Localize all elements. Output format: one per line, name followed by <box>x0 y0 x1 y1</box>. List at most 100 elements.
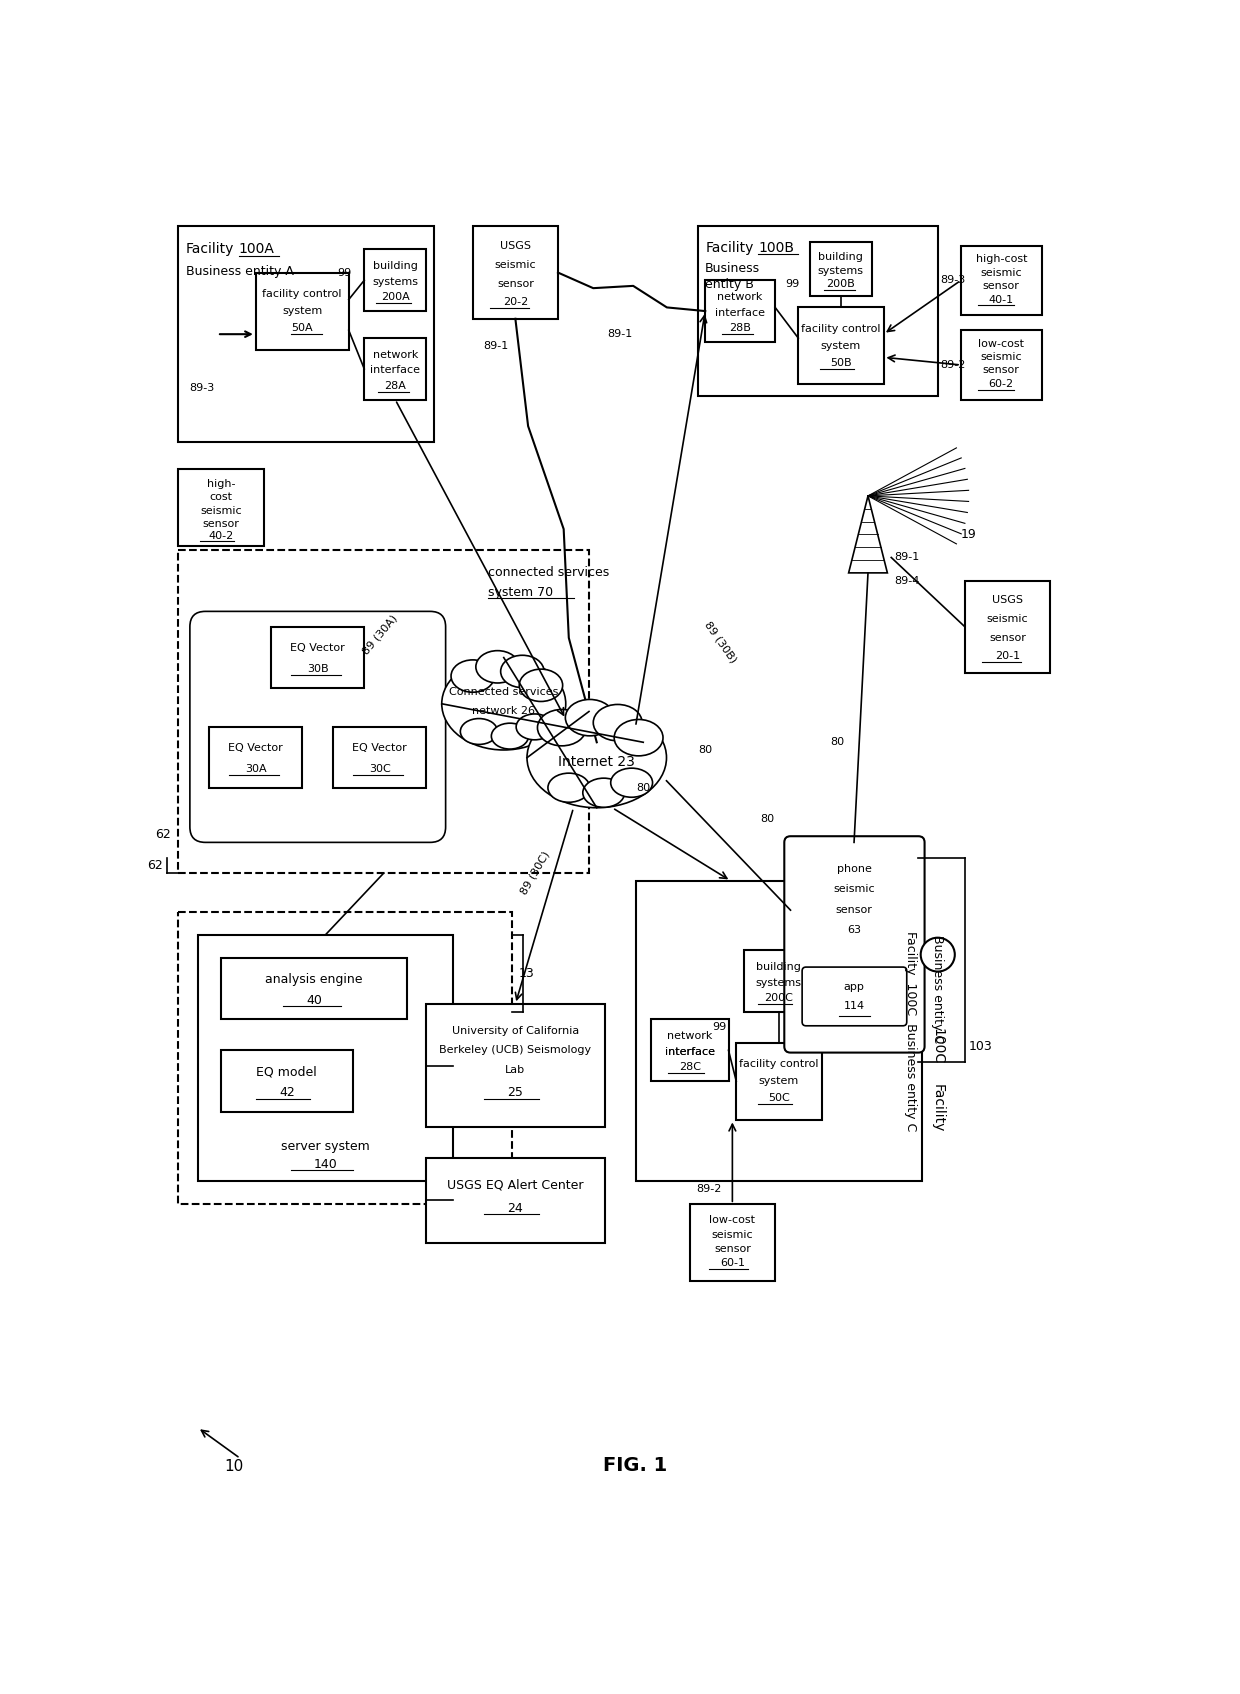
FancyBboxPatch shape <box>802 967 906 1027</box>
Text: sensor: sensor <box>714 1243 750 1254</box>
Bar <box>744 950 813 1011</box>
Bar <box>197 935 454 1181</box>
Text: 28A: 28A <box>384 381 407 391</box>
Text: 62: 62 <box>148 859 162 872</box>
Text: app: app <box>843 983 864 993</box>
Text: facility control: facility control <box>263 290 342 300</box>
Text: 40-1: 40-1 <box>988 295 1014 305</box>
Text: sensor: sensor <box>202 518 239 529</box>
Text: 200A: 200A <box>381 293 409 302</box>
Text: building: building <box>818 252 863 263</box>
Text: 50A: 50A <box>291 324 312 334</box>
Text: 50C: 50C <box>768 1093 790 1103</box>
Text: 19: 19 <box>961 529 977 540</box>
Text: system: system <box>283 307 322 317</box>
Text: 60-2: 60-2 <box>988 379 1014 390</box>
Text: 89-3: 89-3 <box>941 276 966 285</box>
Text: seismic: seismic <box>987 615 1028 623</box>
Text: 89-4: 89-4 <box>894 576 919 586</box>
Text: EQ model: EQ model <box>257 1066 317 1079</box>
Text: EQ Vector: EQ Vector <box>352 744 407 754</box>
Text: 89-1: 89-1 <box>484 340 508 351</box>
Text: Facility  100C  Business entity C: Facility 100C Business entity C <box>904 932 918 1132</box>
Text: interface: interface <box>371 366 420 376</box>
Text: system: system <box>759 1076 799 1086</box>
Text: sensor: sensor <box>497 280 533 290</box>
Text: seismic: seismic <box>200 505 242 515</box>
Text: 114: 114 <box>843 1001 864 1011</box>
Text: seismic: seismic <box>981 268 1022 278</box>
Text: seismic: seismic <box>833 884 875 894</box>
Ellipse shape <box>583 778 625 808</box>
Text: 89-1: 89-1 <box>608 329 632 339</box>
Text: 99: 99 <box>786 280 800 290</box>
Polygon shape <box>848 496 888 573</box>
Text: network: network <box>372 351 418 359</box>
Text: 30B: 30B <box>308 664 329 674</box>
Ellipse shape <box>614 720 663 756</box>
Ellipse shape <box>491 723 528 749</box>
Text: USGS: USGS <box>992 595 1023 605</box>
Text: 24: 24 <box>507 1201 523 1215</box>
Text: 30C: 30C <box>368 764 391 774</box>
Text: entity B: entity B <box>706 278 754 291</box>
Bar <box>651 1020 729 1081</box>
Text: 99: 99 <box>712 1021 727 1032</box>
Text: seismic: seismic <box>981 352 1022 363</box>
Bar <box>179 911 511 1204</box>
Text: 10: 10 <box>224 1459 244 1474</box>
Text: USGS: USGS <box>500 241 531 251</box>
Text: Business entity C: Business entity C <box>931 935 944 1044</box>
Text: network 26: network 26 <box>472 706 536 717</box>
Text: facility control: facility control <box>739 1059 818 1069</box>
Text: building: building <box>756 962 801 972</box>
Text: low-cost: low-cost <box>978 339 1024 349</box>
Bar <box>334 727 427 788</box>
Text: 99: 99 <box>337 268 352 278</box>
Text: 89 (30A): 89 (30A) <box>361 613 399 656</box>
Text: 60-1: 60-1 <box>720 1259 745 1267</box>
Text: building: building <box>373 261 418 271</box>
Text: Facility: Facility <box>931 1084 945 1132</box>
Bar <box>365 249 427 312</box>
Bar <box>272 627 365 688</box>
Text: 30A: 30A <box>246 764 267 774</box>
Text: Business: Business <box>706 263 760 274</box>
Text: 100B: 100B <box>758 241 794 254</box>
Text: sensor: sensor <box>836 905 873 915</box>
Text: Lab: Lab <box>506 1064 526 1074</box>
Text: 89-2: 89-2 <box>941 361 966 369</box>
Bar <box>697 227 937 396</box>
Ellipse shape <box>501 656 544 688</box>
Ellipse shape <box>476 650 520 683</box>
Text: FIG. 1: FIG. 1 <box>604 1455 667 1475</box>
Text: Business entity A: Business entity A <box>186 264 294 278</box>
Text: 89-1: 89-1 <box>894 552 919 562</box>
Text: system: system <box>821 340 861 351</box>
Text: 25: 25 <box>507 1086 523 1099</box>
Ellipse shape <box>537 710 587 745</box>
Text: interface: interface <box>665 1047 714 1057</box>
Text: network: network <box>667 1032 713 1042</box>
Text: 80: 80 <box>636 784 650 793</box>
Text: 50B: 50B <box>830 357 852 368</box>
Text: Berkeley (UCB) Seismology: Berkeley (UCB) Seismology <box>439 1045 591 1055</box>
Text: seismic: seismic <box>495 259 536 269</box>
Text: 80: 80 <box>760 815 774 825</box>
Bar <box>221 957 407 1020</box>
Text: interface: interface <box>665 1047 714 1057</box>
Text: 62: 62 <box>155 828 171 842</box>
Text: Internet 23: Internet 23 <box>558 754 635 769</box>
Text: 40: 40 <box>306 994 322 1006</box>
Bar <box>961 330 1043 400</box>
Text: phone: phone <box>837 864 872 874</box>
Text: 28C: 28C <box>678 1062 701 1072</box>
Bar <box>810 242 872 296</box>
Text: 80: 80 <box>698 745 712 756</box>
Text: 40-2: 40-2 <box>208 530 233 540</box>
Ellipse shape <box>565 700 614 735</box>
Text: systems: systems <box>372 276 418 286</box>
Text: network: network <box>718 293 763 302</box>
Bar <box>737 1042 821 1120</box>
Ellipse shape <box>611 767 652 798</box>
